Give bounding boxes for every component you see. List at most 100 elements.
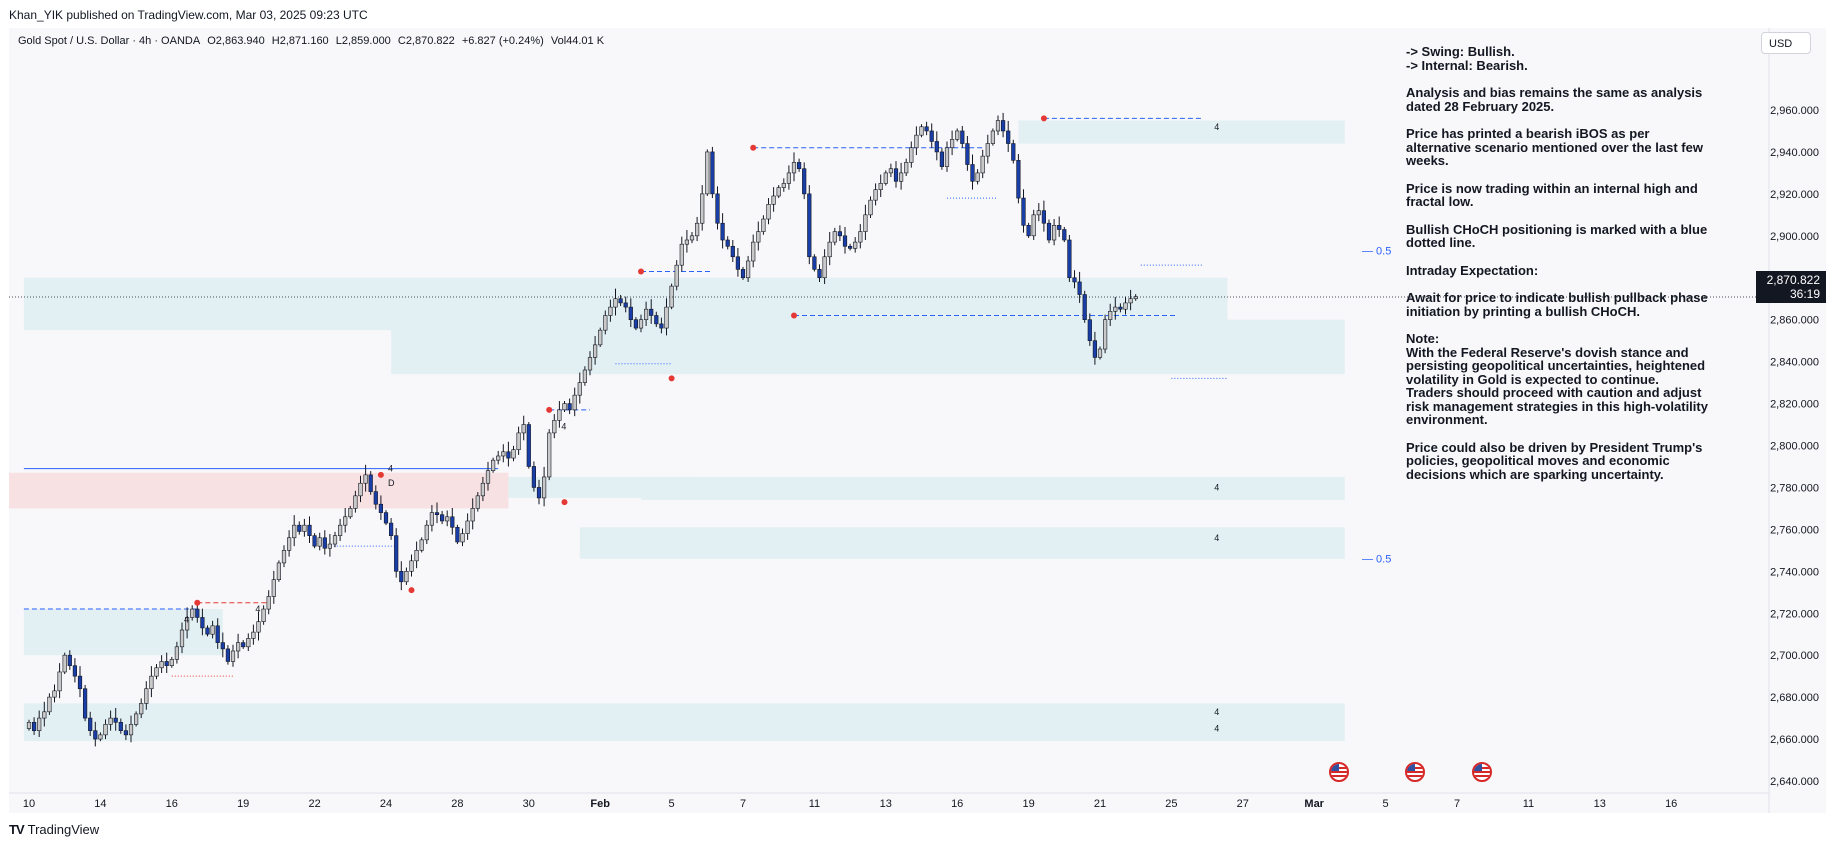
candle[interactable]: [480, 482, 486, 497]
candle[interactable]: [57, 671, 62, 692]
candle[interactable]: [944, 147, 950, 167]
candle[interactable]: [572, 394, 577, 411]
candle[interactable]: [144, 688, 149, 704]
candle[interactable]: [766, 204, 771, 220]
candle[interactable]: [1113, 306, 1118, 312]
candle[interactable]: [985, 143, 990, 157]
candle[interactable]: [694, 222, 700, 237]
candle[interactable]: [965, 143, 970, 165]
candle[interactable]: [327, 543, 333, 549]
candle[interactable]: [465, 520, 470, 534]
us-flag-event-icon[interactable]: [1472, 762, 1492, 782]
candle[interactable]: [1062, 229, 1067, 241]
us-flag-event-icon[interactable]: [1329, 762, 1349, 782]
candle[interactable]: [863, 214, 868, 232]
candle[interactable]: [791, 162, 797, 174]
candle[interactable]: [164, 661, 169, 666]
candle[interactable]: [383, 512, 389, 524]
candle[interactable]: [745, 260, 751, 279]
candle[interactable]: [761, 218, 766, 232]
candle[interactable]: [720, 222, 725, 241]
candle[interactable]: [909, 147, 914, 163]
candle[interactable]: [42, 711, 47, 719]
candle[interactable]: [995, 120, 1001, 132]
candle[interactable]: [531, 466, 536, 488]
candle[interactable]: [521, 424, 526, 434]
candle[interactable]: [1082, 294, 1087, 320]
candle[interactable]: [796, 162, 802, 170]
candle[interactable]: [689, 235, 695, 241]
candle[interactable]: [807, 193, 812, 258]
candle[interactable]: [623, 302, 628, 308]
symbol-title[interactable]: Gold Spot / U.S. Dollar · 4h · OANDA: [18, 35, 201, 47]
candle[interactable]: [715, 193, 720, 224]
candle[interactable]: [516, 432, 521, 450]
candle[interactable]: [649, 308, 654, 316]
candle[interactable]: [286, 537, 292, 551]
candle[interactable]: [337, 524, 343, 536]
candle[interactable]: [562, 403, 567, 411]
candle[interactable]: [847, 245, 853, 249]
candle[interactable]: [526, 424, 531, 467]
candle[interactable]: [276, 562, 282, 580]
candle[interactable]: [139, 703, 144, 715]
candle[interactable]: [47, 696, 52, 713]
candle[interactable]: [822, 256, 827, 279]
candle[interactable]: [970, 164, 975, 182]
candle[interactable]: [511, 449, 516, 459]
candle[interactable]: [541, 476, 547, 499]
candle[interactable]: [205, 627, 210, 635]
candle[interactable]: [684, 239, 689, 245]
candle[interactable]: [190, 608, 195, 618]
candle[interactable]: [1128, 298, 1133, 304]
candle[interactable]: [618, 298, 623, 304]
candle[interactable]: [419, 539, 424, 551]
candle[interactable]: [312, 535, 317, 547]
candle[interactable]: [317, 537, 322, 547]
candle[interactable]: [955, 130, 960, 140]
candle[interactable]: [547, 432, 552, 478]
candle[interactable]: [358, 482, 363, 497]
candle[interactable]: [271, 579, 276, 597]
candle[interactable]: [210, 625, 215, 635]
candle[interactable]: [72, 665, 77, 677]
candle[interactable]: [322, 537, 327, 549]
candle[interactable]: [827, 241, 832, 258]
candle[interactable]: [225, 648, 231, 662]
currency-selector[interactable]: USD: [1761, 32, 1811, 54]
candle[interactable]: [281, 550, 287, 564]
candle[interactable]: [664, 306, 669, 329]
candle[interactable]: [924, 126, 929, 132]
candle[interactable]: [394, 535, 399, 572]
candle[interactable]: [638, 319, 644, 329]
candle[interactable]: [536, 487, 542, 499]
candle[interactable]: [751, 241, 756, 262]
candle[interactable]: [802, 168, 807, 195]
candle[interactable]: [582, 369, 587, 383]
candle[interactable]: [251, 631, 256, 639]
candle[interactable]: [62, 654, 67, 673]
candle[interactable]: [179, 629, 185, 648]
candle[interactable]: [506, 451, 511, 459]
candle[interactable]: [348, 508, 353, 518]
candle[interactable]: [1108, 310, 1113, 320]
candle[interactable]: [592, 344, 598, 358]
candle[interactable]: [134, 713, 139, 725]
candle[interactable]: [1006, 130, 1011, 144]
candle[interactable]: [756, 231, 761, 243]
candle[interactable]: [200, 617, 205, 629]
candle[interactable]: [470, 508, 475, 522]
candle[interactable]: [949, 139, 955, 149]
candle[interactable]: [26, 721, 32, 729]
candle[interactable]: [1046, 222, 1052, 241]
candle[interactable]: [128, 724, 134, 736]
candle[interactable]: [123, 730, 128, 736]
candle[interactable]: [256, 621, 261, 633]
candle[interactable]: [888, 168, 893, 174]
candle[interactable]: [445, 516, 450, 522]
candle[interactable]: [904, 162, 909, 174]
candle[interactable]: [118, 721, 123, 731]
candle[interactable]: [266, 596, 271, 610]
candle[interactable]: [613, 298, 618, 308]
candle[interactable]: [1000, 120, 1006, 132]
